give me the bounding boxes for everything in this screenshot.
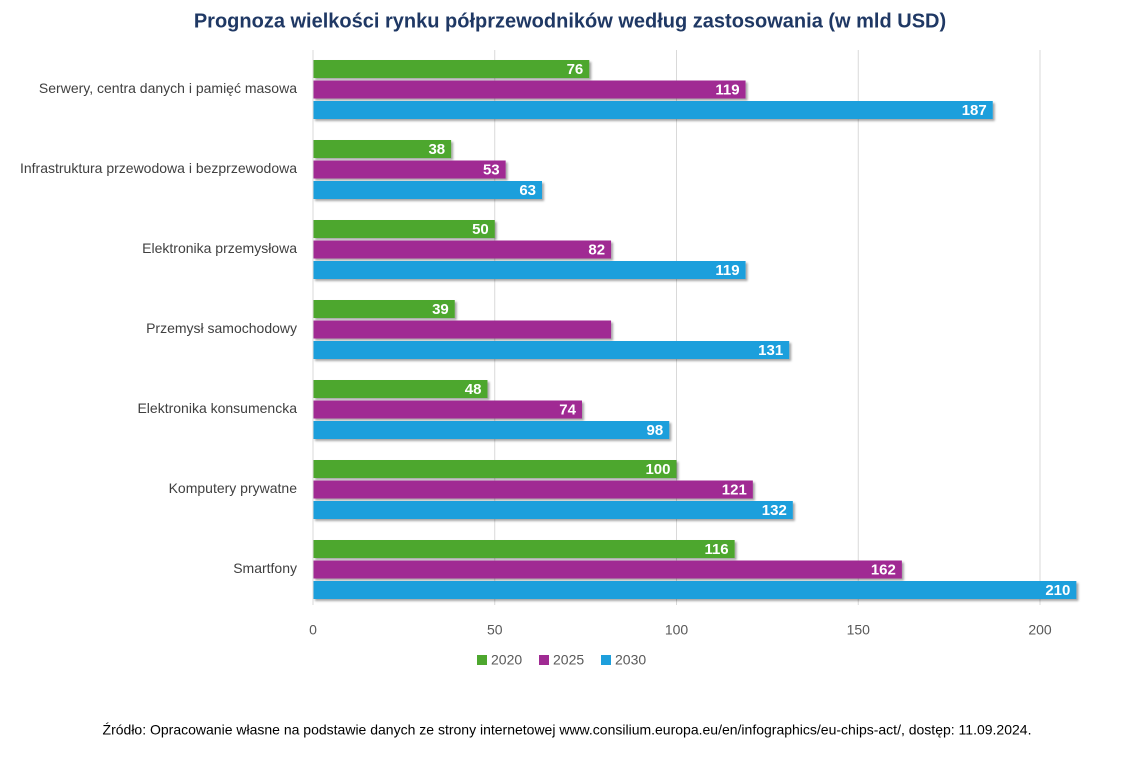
legend-swatch bbox=[539, 655, 549, 665]
data-label: 119 bbox=[715, 81, 739, 98]
data-label: 82 bbox=[588, 241, 605, 258]
data-label: 39 bbox=[432, 301, 449, 318]
legend-label: 2020 bbox=[491, 652, 522, 668]
data-label: 121 bbox=[722, 481, 747, 498]
data-label: 74 bbox=[559, 401, 576, 418]
data-label: 210 bbox=[1045, 582, 1070, 599]
data-label: 119 bbox=[715, 262, 739, 279]
data-label: 187 bbox=[962, 102, 987, 119]
x-tick-label: 200 bbox=[1028, 622, 1052, 638]
bar bbox=[313, 80, 746, 99]
data-label: 63 bbox=[519, 182, 536, 199]
y-tick-label: Elektronika konsumencka bbox=[137, 400, 297, 416]
bar bbox=[313, 320, 612, 339]
source-note: Źródło: Opracowanie własne na podstawie … bbox=[103, 722, 1032, 738]
bar bbox=[313, 181, 543, 199]
data-label: 98 bbox=[647, 422, 664, 439]
bar bbox=[313, 421, 670, 439]
bar bbox=[313, 261, 746, 279]
bar bbox=[313, 140, 452, 158]
x-tick-label: 100 bbox=[665, 622, 689, 638]
data-label: 131 bbox=[758, 342, 783, 359]
x-tick-label: 150 bbox=[847, 622, 871, 638]
bar bbox=[313, 480, 753, 499]
bar bbox=[313, 160, 506, 179]
bar bbox=[313, 460, 677, 478]
legend-label: 2025 bbox=[553, 652, 584, 668]
data-label: 100 bbox=[645, 461, 670, 478]
bar bbox=[313, 220, 495, 238]
bar bbox=[313, 581, 1077, 599]
chart-title: Prognoza wielkości rynku półprzewodników… bbox=[194, 10, 946, 32]
legend-label: 2030 bbox=[615, 652, 646, 668]
bar bbox=[313, 400, 582, 419]
y-tick-label: Infrastruktura przewodowa i bezprzewodow… bbox=[20, 160, 297, 176]
data-label: 132 bbox=[762, 502, 787, 519]
bar bbox=[313, 300, 455, 318]
bar bbox=[313, 240, 612, 259]
y-tick-label: Elektronika przemysłowa bbox=[142, 240, 297, 256]
y-tick-label: Komputery prywatne bbox=[169, 480, 298, 496]
y-tick-label: Smartfony bbox=[233, 560, 297, 576]
bar bbox=[313, 101, 993, 119]
data-label: 53 bbox=[483, 161, 500, 178]
data-label: 38 bbox=[428, 141, 445, 158]
data-label: 76 bbox=[567, 61, 584, 78]
x-tick-label: 50 bbox=[487, 622, 503, 638]
legend-swatch bbox=[601, 655, 611, 665]
bar bbox=[313, 60, 590, 78]
data-label: 50 bbox=[472, 221, 489, 238]
bar bbox=[313, 341, 790, 359]
y-tick-label: Serwery, centra danych i pamięć masowa bbox=[39, 80, 297, 96]
data-label: 162 bbox=[871, 561, 896, 578]
bar bbox=[313, 380, 488, 398]
data-label: 48 bbox=[465, 381, 482, 398]
x-tick-label: 0 bbox=[309, 622, 317, 638]
legend-swatch bbox=[477, 655, 487, 665]
y-tick-label: Przemysł samochodowy bbox=[146, 320, 297, 336]
bar bbox=[313, 501, 793, 519]
data-label: 116 bbox=[704, 541, 728, 558]
bar bbox=[313, 540, 735, 558]
bar bbox=[313, 560, 902, 579]
